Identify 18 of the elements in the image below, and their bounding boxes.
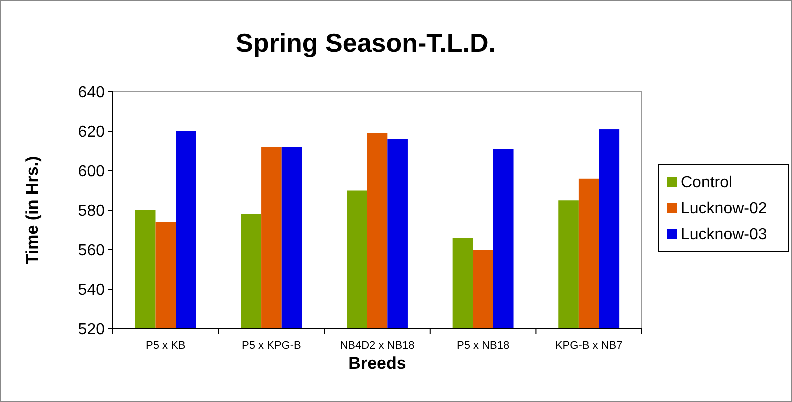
x-tick-label: KPG-B x NB7 xyxy=(555,340,623,352)
legend-label: Lucknow-02 xyxy=(681,200,768,218)
x-tick-label: NB4D2 x NB18 xyxy=(340,340,415,352)
y-tick-label: 560 xyxy=(78,242,106,260)
legend-label: Lucknow-03 xyxy=(681,226,768,244)
chart-title: Spring Season-T.L.D. xyxy=(236,28,496,58)
y-axis-title: Time (in Hrs.) xyxy=(23,156,42,265)
y-tick-label: 600 xyxy=(78,164,106,181)
x-tick-label: P5 x KB xyxy=(146,340,186,352)
x-tick-label: P5 x NB18 xyxy=(457,340,510,352)
y-tick-label: 620 xyxy=(78,124,106,142)
y-tick-label: 580 xyxy=(78,203,106,220)
x-axis-title: Breeds xyxy=(348,354,406,373)
y-tick-label: 640 xyxy=(78,84,106,102)
y-tick-label: 520 xyxy=(78,322,106,339)
legend-label: Control xyxy=(681,174,733,192)
x-tick-label: P5 x KPG-B xyxy=(242,340,302,352)
y-tick-label: 540 xyxy=(78,282,106,300)
